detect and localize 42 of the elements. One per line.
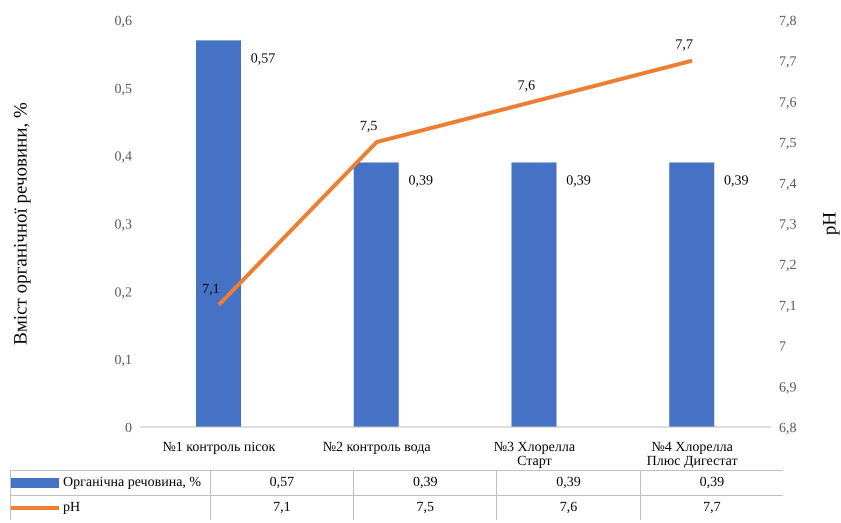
y2-axis-title: pH: [820, 212, 841, 236]
y-tick-label: 0,3: [114, 217, 132, 232]
data-label: 7,7: [640, 496, 784, 520]
x-tick-label: №4 Хлорелла Плюс Дигестат: [646, 440, 738, 469]
y2-tick-label: 6,9: [779, 380, 796, 396]
x-tick-label: №1 контроль пісок: [162, 440, 276, 455]
y-tick-label: 0,1: [114, 353, 132, 368]
text: 0,39: [724, 173, 748, 188]
text: 7,5: [360, 119, 378, 134]
y2-tick-label: 7,7: [779, 54, 796, 70]
y-tick-label: 0: [125, 420, 132, 436]
y2-tick-label: 7,2: [779, 258, 796, 274]
y2-tick-label: 7,3: [779, 217, 796, 232]
y2-tick-label: 7,4: [779, 176, 796, 192]
y2-tick-label: 7,5: [779, 136, 796, 152]
text: 7,6: [518, 78, 536, 94]
data-label: 0,57: [210, 471, 354, 495]
x-tick-label: №2 контроль вода: [322, 440, 432, 455]
y-tick-label: 0,6: [114, 14, 132, 29]
y-tick-label: 0,2: [114, 285, 132, 300]
y-tick-label: 0,4: [114, 150, 132, 165]
y2-tick-label: 7,6: [779, 95, 796, 110]
x-tick-label: №3 Хлорелла Старт: [494, 440, 576, 469]
text: 0,39: [566, 173, 591, 188]
data-label: 7,1: [210, 496, 354, 520]
data-label: 0,39: [640, 471, 784, 495]
text: 0,57: [250, 51, 276, 66]
text: 7,1: [202, 282, 220, 297]
y2-tick-label: 7,1: [779, 298, 796, 314]
y2-tick-label: 7: [779, 340, 786, 355]
y2-tick-label: 6,8: [779, 420, 796, 436]
legend-label: Органічна речовина, %: [63, 475, 202, 491]
y-axis-title: Вміст органічної речовини, %: [10, 102, 32, 345]
data-label: 7,5: [353, 496, 496, 520]
text: 7,7: [675, 38, 693, 53]
y-tick-label: 0,5: [114, 82, 132, 97]
text: 0,39: [408, 173, 433, 188]
data-label: 7,6: [496, 496, 640, 520]
y2-tick-label: 7,8: [779, 14, 796, 29]
data-label: 0,39: [496, 471, 640, 495]
data-label: 0,39: [353, 471, 496, 495]
legend-label: pH: [63, 500, 80, 516]
